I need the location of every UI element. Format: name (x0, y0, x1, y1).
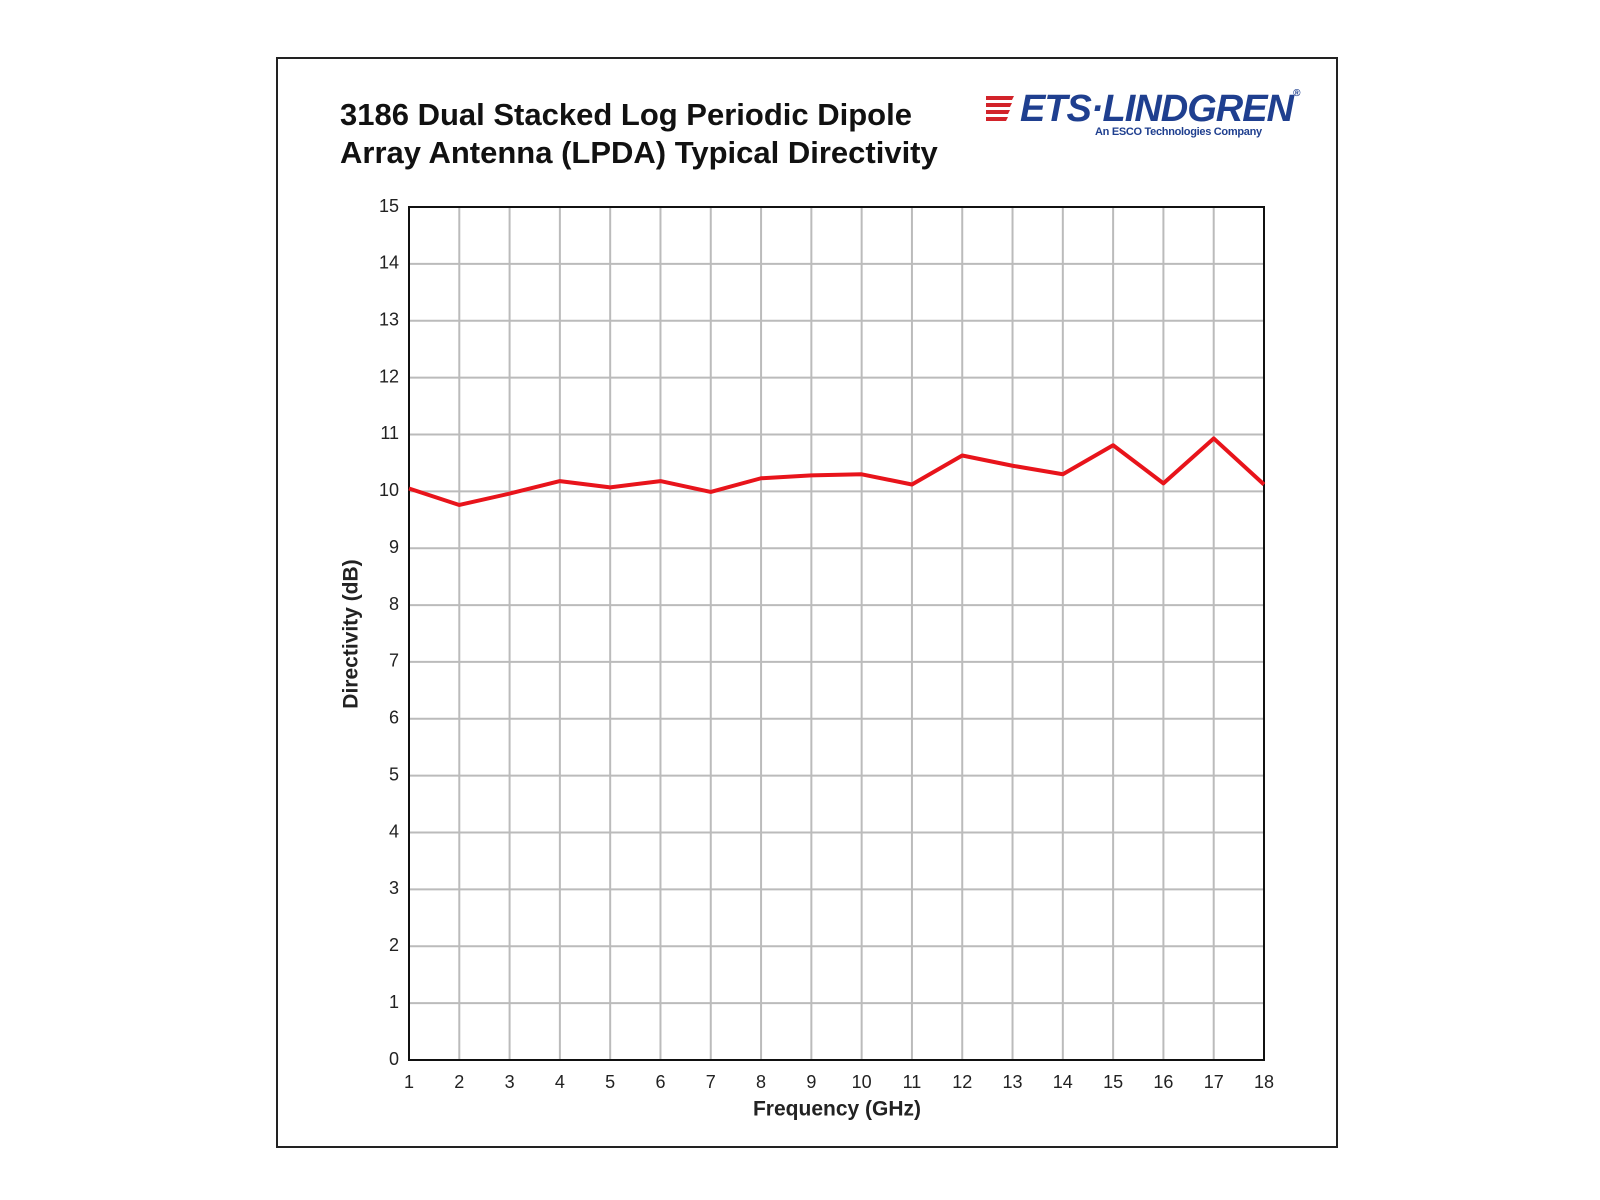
y-tick-label: 10 (379, 480, 399, 500)
logo-name: ETS·LINDGREN (1020, 88, 1294, 130)
logo-mark: ® (1293, 88, 1301, 99)
frame (276, 57, 1338, 1148)
chart-title: 3186 Dual Stacked Log Periodic Dipole Ar… (340, 97, 938, 170)
y-tick-label: 12 (379, 366, 399, 386)
plot-border (408, 206, 1265, 1061)
y-tick-label: 1 (389, 992, 399, 1012)
y-axis-label: Directivity (dB) (340, 559, 363, 708)
logo-icon (986, 96, 1014, 121)
y-tick-label: 0 (389, 1049, 399, 1069)
y-tick-label: 15 (379, 196, 399, 216)
x-tick-label: 14 (1053, 1072, 1073, 1092)
x-tick-label: 5 (605, 1072, 615, 1092)
y-tick-label: 13 (379, 309, 399, 329)
x-tick-label: 15 (1103, 1072, 1123, 1092)
y-tick-label: 4 (389, 821, 399, 841)
x-axis-label: Frequency (GHz) (753, 1098, 921, 1121)
x-tick-label: 2 (454, 1072, 464, 1092)
x-tick-label: 10 (852, 1072, 872, 1092)
x-tick-label: 3 (505, 1072, 515, 1092)
x-tick-label: 7 (706, 1072, 716, 1092)
x-tick-label: 16 (1153, 1072, 1173, 1092)
y-tick-label: 9 (389, 537, 399, 557)
logo-tagline: An ESCO Technologies Company (1095, 126, 1262, 138)
x-tick-label: 12 (952, 1072, 972, 1092)
x-tick-label: 11 (903, 1072, 922, 1092)
x-tick-label: 9 (806, 1072, 816, 1092)
y-tick-label: 3 (389, 878, 399, 898)
y-tick-label: 8 (389, 594, 399, 614)
y-tick-label: 2 (389, 935, 399, 955)
y-tick-label: 14 (379, 253, 399, 273)
x-tick-label: 6 (655, 1072, 665, 1092)
y-tick-label: 6 (389, 708, 399, 728)
x-tick-label: 17 (1204, 1072, 1224, 1092)
y-tick-label: 11 (380, 423, 399, 443)
x-tick-label: 18 (1254, 1072, 1274, 1092)
x-tick-label: 4 (555, 1072, 565, 1092)
y-tick-label: 5 (389, 764, 399, 784)
data-line (408, 436, 1266, 507)
x-tick-label: 13 (1003, 1072, 1023, 1092)
y-tick-label: 7 (389, 651, 399, 671)
x-tick-label: 8 (756, 1072, 766, 1092)
logo: ETS·LINDGREN® An ESCO Technologies Compa… (1020, 88, 1301, 138)
x-tick-label: 1 (404, 1072, 414, 1092)
